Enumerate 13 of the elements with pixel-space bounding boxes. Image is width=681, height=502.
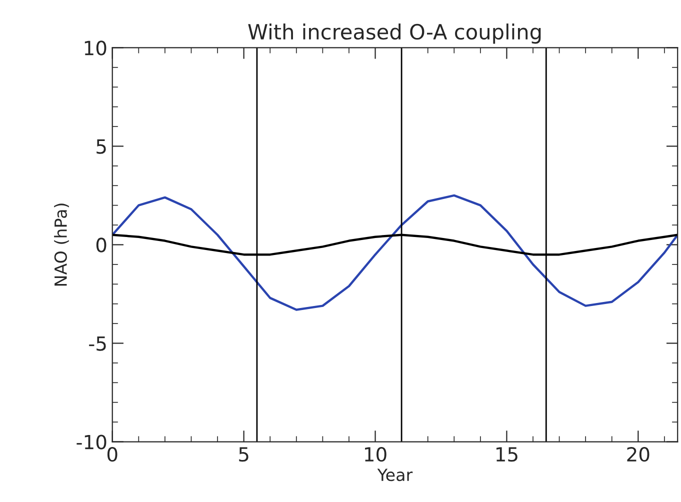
y-tick-label: 5 <box>96 139 106 154</box>
x-tick-label: 5 <box>239 447 248 462</box>
y-tick-label: 0 <box>96 238 106 252</box>
x-tick-label: 0 <box>107 446 118 462</box>
y-tick-label: 10 <box>84 40 106 56</box>
x-axis-title: Year <box>377 468 413 482</box>
y-tick-label: -5 <box>89 336 106 351</box>
x-tick-label: 15 <box>496 447 518 462</box>
x-tick-label: 10 <box>365 446 386 462</box>
chart-title: With increased O-A coupling <box>248 24 541 44</box>
x-tick-label: 20 <box>627 446 650 462</box>
y-tick-label: -10 <box>76 434 106 450</box>
y-axis-title: NAO (hPa) <box>54 204 69 286</box>
